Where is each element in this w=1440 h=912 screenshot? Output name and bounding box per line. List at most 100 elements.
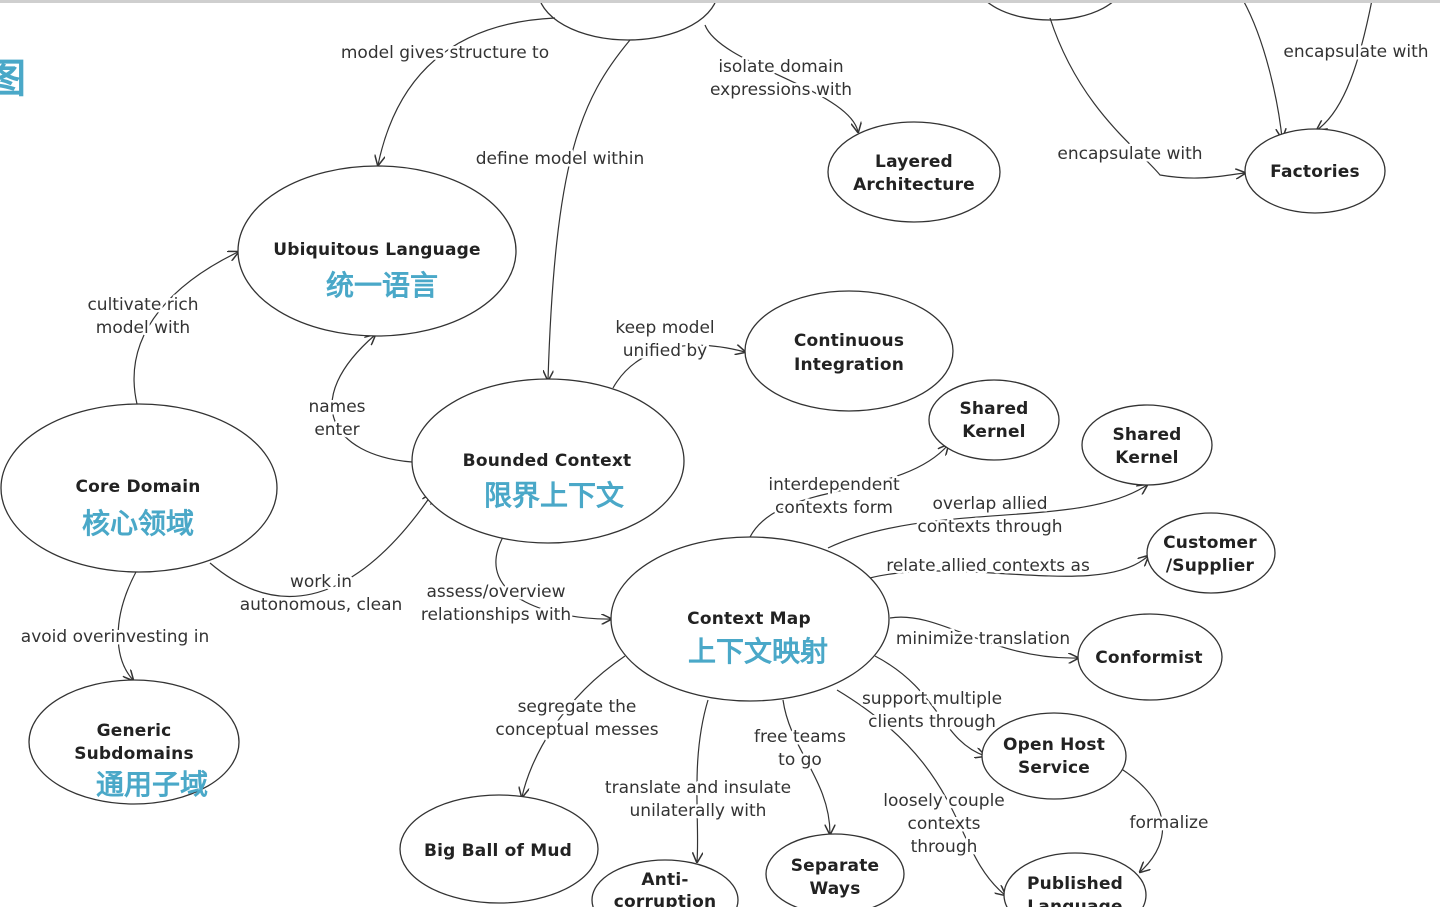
open-host-service-line2: Service: [1018, 758, 1090, 778]
published-language-ellipse: [1003, 852, 1147, 912]
node-ubiquitous-language: Ubiquitous Language 统一语言: [237, 165, 517, 337]
edge-label-halo-work-in: autonomous, clean: [240, 595, 403, 615]
layered-architecture-line1: Layered: [875, 152, 953, 172]
node-customer-supplier: Customer /Supplier: [1146, 512, 1276, 594]
conformist-ellipse: [1077, 613, 1223, 701]
top-border: [0, 0, 1440, 3]
edge-label-names-enter: names: [308, 397, 365, 417]
node-layered-architecture: Layered Architecture: [827, 121, 1001, 223]
edge-relate-allied: [869, 556, 1148, 579]
edge-label-names-enter: enter: [314, 420, 359, 440]
published-language-line1: Published: [1027, 874, 1123, 894]
edge-label-halo-relate-allied: relate allied contexts as: [886, 556, 1090, 576]
anti-corruption-ellipse: [591, 859, 739, 912]
generic-subdomains-cn: 通用子域: [96, 768, 208, 801]
big-ball-of-mud-ellipse: [399, 794, 599, 904]
layered-architecture-line2: Architecture: [853, 175, 975, 195]
continuous-integration-ellipse: [744, 290, 954, 412]
edge-label-isolate-domain: isolate domain: [718, 57, 843, 77]
open-host-service-line1: Open Host: [1003, 735, 1105, 755]
edge-label-halo-assess-overview: relationships with: [421, 605, 571, 625]
factories-title: Factories: [1270, 162, 1360, 182]
node-shared-kernel-1: Shared Kernel: [928, 379, 1060, 461]
edge-label-keep-model-unified: unified by: [623, 341, 708, 361]
shared-kernel-2-line2: Kernel: [1115, 448, 1178, 468]
edge-support-multiple: [874, 655, 985, 756]
shared-kernel-2-ellipse: [1081, 404, 1213, 486]
edge-cultivate-rich: [133, 252, 238, 405]
node-core-domain: Core Domain 核心领域: [0, 403, 278, 573]
node-published-language: Published Language: [1003, 852, 1147, 912]
top-partial-node-2: [984, 0, 1116, 21]
edge-label-encapsulate-mid: encapsulate with: [1057, 144, 1202, 164]
edge-label-halo-cultivate-rich: model with: [96, 318, 190, 338]
edge-label-model-gives-structure: model gives structure to: [341, 43, 549, 63]
edge-label-interdependent: contexts form: [775, 498, 893, 518]
separate-ways-ellipse: [765, 833, 905, 912]
edge-label-translate-insulate: unilaterally with: [630, 801, 767, 821]
edge-label-cultivate-rich: model with: [96, 318, 190, 338]
open-host-service-ellipse: [981, 712, 1127, 800]
ubiquitous-language-title: Ubiquitous Language: [273, 240, 481, 260]
separate-ways-line2: Ways: [809, 879, 860, 899]
edge-label-halo-model-gives-structure: model gives structure to: [341, 43, 549, 63]
anti-corruption-line2: corruption: [614, 892, 717, 907]
edge-label-halo-names-enter: names: [308, 397, 365, 417]
edge-label-loosely-couple: contexts: [908, 814, 981, 834]
edge-label-encapsulate-top: encapsulate with: [1283, 42, 1428, 62]
edge-label-assess-overview: assess/overview: [426, 582, 565, 602]
edge-segregate: [522, 655, 626, 797]
edge-label-free-teams: free teams: [754, 727, 846, 747]
edge-keep-model-unified: [612, 345, 745, 389]
edge-label-keep-model-unified: keep model: [615, 318, 714, 338]
edge-label-support-multiple: clients through: [868, 712, 996, 732]
edge-interdependent: [749, 445, 948, 538]
customer-supplier-ellipse: [1146, 512, 1276, 594]
edge-label-define-model-within: define model within: [476, 149, 645, 169]
edge-label-isolate-domain: expressions with: [710, 80, 852, 100]
edge-label-halo-encapsulate-top: encapsulate with: [1283, 42, 1428, 62]
bounded-context-ellipse: [411, 378, 685, 544]
customer-supplier-line2: /Supplier: [1166, 556, 1255, 576]
edge-label-assess-overview: relationships with: [421, 605, 571, 625]
edge-formalize: [1119, 767, 1164, 872]
edge-label-overlap-allied: contexts through: [917, 517, 1062, 537]
edge-label-halo-keep-model-unified: unified by: [623, 341, 708, 361]
edge-isolate-domain: [704, 24, 858, 132]
customer-supplier-line1: Customer: [1163, 533, 1257, 553]
edge-label-halo-minimize-translation: minimize translation: [896, 629, 1070, 649]
edge-minimize-translation: [889, 616, 1078, 658]
conformist-title: Conformist: [1095, 648, 1203, 668]
edge-assess-overview: [495, 536, 611, 619]
edge-label-support-multiple: support multiple: [862, 689, 1002, 709]
edge-loosely-couple: [836, 689, 1005, 895]
bounded-context-title: Bounded Context: [463, 451, 632, 471]
node-context-map: Context Map 上下文映射: [610, 536, 890, 702]
generic-subdomains-line2: Subdomains: [74, 744, 194, 764]
continuous-integration-line1: Continuous: [794, 331, 904, 351]
edge-label-halo-names-enter: enter: [314, 420, 359, 440]
context-map-cn: 上下文映射: [688, 635, 828, 668]
edge-label-halo-isolate-domain: isolate domain: [718, 57, 843, 77]
generic-subdomains-line1: Generic: [97, 721, 172, 741]
edge-work-in: [209, 494, 432, 597]
edge-label-halo-segregate: conceptual messes: [495, 720, 658, 740]
edge-label-overlap-allied: overlap allied: [932, 494, 1047, 514]
node-separate-ways: Separate Ways: [765, 833, 905, 912]
shared-kernel-1-ellipse: [928, 379, 1060, 461]
big-ball-of-mud-title: Big Ball of Mud: [424, 841, 572, 861]
edge-label-relate-allied: relate allied contexts as: [886, 556, 1090, 576]
edge-label-halo-loosely-couple: through: [911, 837, 978, 857]
edge-label-interdependent: interdependent: [768, 475, 900, 495]
core-domain-cn: 核心领域: [82, 507, 194, 540]
generic-subdomains-ellipse: [28, 679, 240, 805]
node-anti-corruption: Anti- corruption: [591, 859, 739, 912]
edge-label-formalize: formalize: [1130, 813, 1209, 833]
edge-avoid-overinvesting: [117, 569, 138, 680]
core-domain-title: Core Domain: [75, 477, 200, 497]
edge-encapsulate-top: [1317, 0, 1373, 130]
edge-label-avoid-overinvesting: avoid overinvesting in: [21, 627, 209, 647]
node-open-host-service: Open Host Service: [981, 712, 1127, 800]
